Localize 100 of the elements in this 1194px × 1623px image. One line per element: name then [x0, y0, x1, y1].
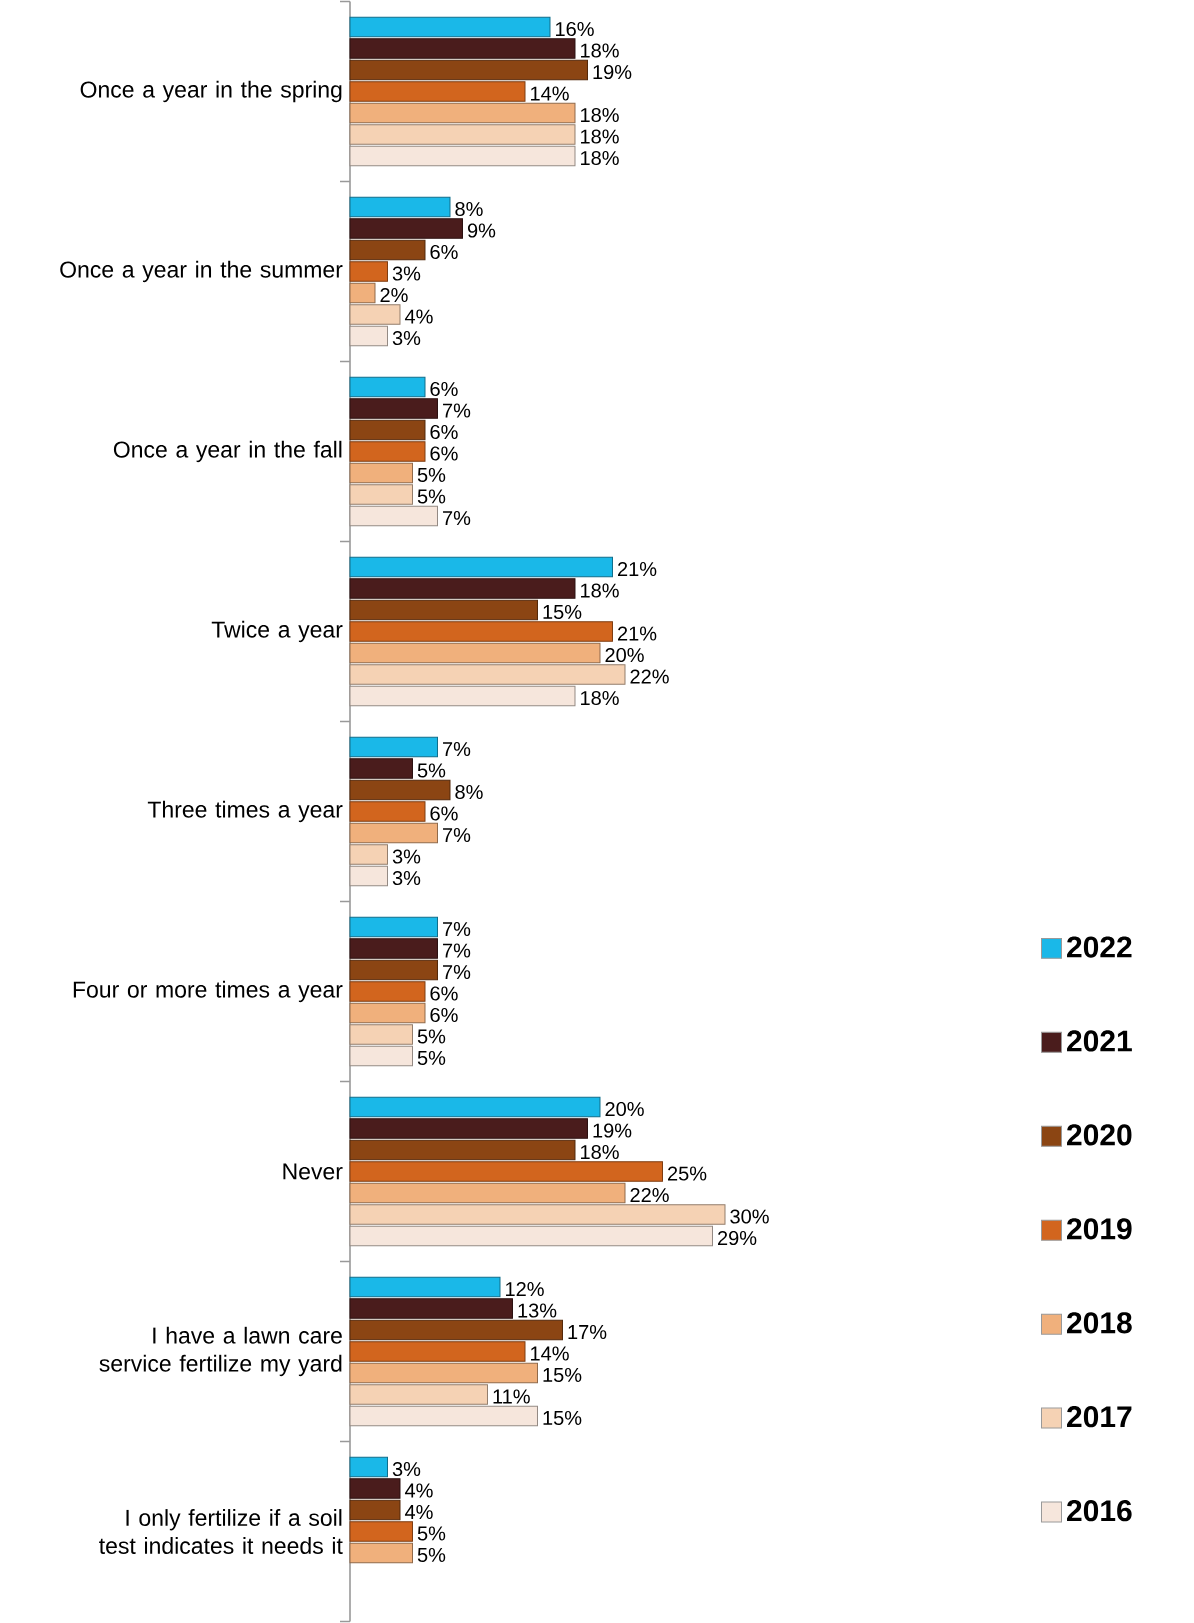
bar: [349, 1002, 426, 1024]
data-label: 5%: [417, 763, 446, 778]
bar: [349, 484, 413, 505]
data-label: 3%: [392, 330, 421, 346]
data-label: 4%: [404, 1483, 433, 1498]
bar: [349, 642, 601, 664]
bar: [349, 376, 426, 398]
bar: [349, 959, 438, 981]
data-label: 4%: [404, 309, 433, 324]
bar: [349, 1225, 713, 1247]
bar: [349, 1362, 538, 1384]
bar: [349, 16, 551, 38]
bar: [349, 1341, 526, 1362]
data-label: 5%: [417, 1526, 446, 1541]
bar: [349, 239, 426, 261]
bar: [349, 419, 426, 441]
bar: [349, 916, 438, 938]
data-label: 18%: [581, 690, 619, 706]
bar: [349, 801, 426, 822]
data-label: 17%: [568, 1325, 607, 1340]
bar: [349, 1405, 538, 1427]
bar: [349, 38, 576, 59]
bar: [349, 865, 388, 887]
legend-label: 2021: [1067, 1030, 1132, 1052]
bar: [349, 102, 576, 124]
data-label: 20%: [605, 647, 644, 663]
bar: [349, 1276, 501, 1298]
data-label: 11%: [493, 1389, 530, 1404]
data-label: 7%: [443, 965, 471, 980]
data-label: 18%: [581, 107, 619, 123]
data-label: 18%: [581, 43, 619, 58]
y-tick-label: Once a year in the summer: [60, 260, 343, 283]
data-label: 3%: [392, 870, 421, 886]
y-tick-label: I only fertilize if a soil test indicates it needs it: [99, 1509, 343, 1554]
bar: [349, 1096, 601, 1118]
legend-label: 2022: [1067, 936, 1132, 958]
bar: [349, 981, 426, 1002]
legend-label: 2018: [1067, 1312, 1132, 1334]
data-label: 5%: [417, 1029, 446, 1044]
data-label: 18%: [581, 150, 619, 166]
data-label: 6%: [430, 244, 458, 260]
bar: [349, 938, 438, 959]
data-label: 6%: [430, 986, 458, 1001]
data-label: 13%: [518, 1303, 557, 1318]
bar: [349, 1118, 588, 1139]
bar: [349, 218, 463, 239]
bar: [349, 398, 438, 419]
bar: [349, 1298, 513, 1319]
bar: [349, 664, 626, 685]
bar: [349, 441, 426, 462]
data-label: 22%: [630, 1187, 669, 1203]
y-tick-label: Twice a year: [211, 620, 343, 643]
data-label: 18%: [581, 1144, 619, 1160]
data-label: 29%: [718, 1230, 757, 1246]
bar: [349, 145, 576, 167]
bar: [349, 779, 451, 801]
data-label: 18%: [581, 129, 619, 144]
bar: [349, 81, 526, 102]
data-label: 15%: [543, 1367, 582, 1383]
data-label: 15%: [543, 1410, 582, 1426]
data-label: 21%: [618, 626, 657, 641]
bar: [349, 124, 576, 145]
data-label: 6%: [430, 806, 458, 821]
bar: [349, 758, 413, 779]
bar: [349, 1045, 413, 1067]
bar: [349, 822, 438, 844]
bar: [349, 261, 388, 282]
bar: [349, 1384, 488, 1405]
data-label: 5%: [417, 1050, 446, 1066]
data-label: 19%: [593, 1123, 632, 1138]
bar: [349, 844, 388, 865]
data-label: 2%: [380, 287, 408, 303]
bar: [349, 1478, 401, 1499]
data-label: 5%: [417, 1547, 446, 1563]
y-tick-label: Once a year in the fall: [113, 440, 342, 463]
data-label: 20%: [605, 1101, 644, 1117]
y-tick-label: Three times a year: [147, 800, 343, 823]
y-tick-label: Once a year in the spring: [80, 80, 342, 103]
data-label: 7%: [443, 403, 471, 418]
bar: [349, 621, 613, 642]
data-label: 9%: [467, 223, 496, 238]
bar: [349, 505, 438, 527]
bar: [349, 1319, 563, 1341]
legend-label: 2017: [1067, 1406, 1132, 1428]
data-label: 6%: [430, 446, 458, 461]
bar: [349, 1161, 663, 1182]
data-label: 22%: [630, 669, 669, 684]
bar: [349, 196, 451, 218]
data-label: 19%: [593, 64, 632, 80]
bar: [349, 1542, 413, 1564]
data-label: 25%: [668, 1166, 707, 1181]
bar: [349, 736, 438, 758]
data-label: 5%: [417, 489, 446, 504]
data-label: 8%: [455, 784, 483, 800]
legend-label: 2020: [1067, 1124, 1132, 1146]
data-label: 4%: [404, 1505, 433, 1520]
bar: [349, 556, 613, 578]
y-tick-label: I have a lawn care service fertilize my yard: [99, 1326, 342, 1377]
data-label: 6%: [430, 1007, 458, 1023]
data-label: 21%: [618, 561, 657, 577]
